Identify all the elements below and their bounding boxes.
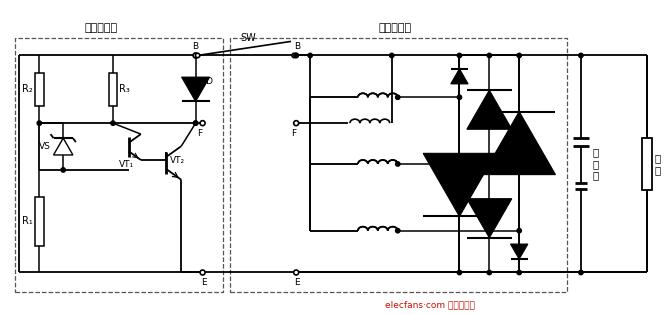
Circle shape bbox=[390, 53, 394, 58]
Polygon shape bbox=[511, 244, 528, 259]
Circle shape bbox=[579, 270, 583, 275]
Circle shape bbox=[487, 162, 491, 166]
Circle shape bbox=[194, 121, 198, 125]
Text: VT₂: VT₂ bbox=[170, 157, 185, 165]
Text: elecfans·com 电子发烧友: elecfans·com 电子发烧友 bbox=[384, 300, 474, 309]
Circle shape bbox=[294, 270, 298, 275]
Polygon shape bbox=[54, 138, 73, 155]
Circle shape bbox=[200, 121, 205, 126]
Circle shape bbox=[517, 270, 521, 275]
Circle shape bbox=[396, 228, 400, 233]
Bar bbox=[35, 197, 44, 246]
Bar bbox=[108, 73, 118, 106]
Circle shape bbox=[487, 53, 491, 58]
Polygon shape bbox=[181, 77, 210, 101]
Circle shape bbox=[457, 95, 462, 100]
Polygon shape bbox=[423, 153, 496, 216]
Text: F: F bbox=[292, 129, 297, 138]
Circle shape bbox=[457, 53, 462, 58]
Polygon shape bbox=[467, 90, 512, 129]
Circle shape bbox=[294, 121, 298, 126]
Text: 电子调节器: 电子调节器 bbox=[85, 23, 118, 32]
Circle shape bbox=[294, 53, 298, 58]
Circle shape bbox=[193, 53, 198, 58]
Text: E: E bbox=[294, 278, 300, 287]
Polygon shape bbox=[483, 112, 556, 175]
Text: VS: VS bbox=[40, 142, 51, 151]
Circle shape bbox=[294, 53, 298, 58]
Text: 蓄
电
池: 蓄 电 池 bbox=[593, 147, 599, 180]
Text: 负
载: 负 载 bbox=[655, 153, 661, 175]
Circle shape bbox=[396, 95, 400, 100]
Text: VT₁: VT₁ bbox=[120, 160, 134, 169]
Text: E: E bbox=[201, 278, 206, 287]
Circle shape bbox=[396, 162, 400, 166]
Text: VD: VD bbox=[201, 77, 214, 86]
Circle shape bbox=[292, 53, 296, 58]
Text: B: B bbox=[193, 42, 199, 51]
Circle shape bbox=[517, 228, 521, 233]
Circle shape bbox=[111, 121, 115, 125]
Circle shape bbox=[194, 121, 198, 125]
Text: F: F bbox=[197, 129, 202, 138]
Circle shape bbox=[37, 121, 42, 125]
Circle shape bbox=[308, 53, 312, 58]
Text: R₁: R₁ bbox=[22, 216, 33, 226]
Text: R₂: R₂ bbox=[22, 84, 33, 94]
Circle shape bbox=[194, 53, 198, 58]
Bar bbox=[642, 138, 652, 190]
Text: B: B bbox=[294, 42, 300, 51]
Circle shape bbox=[517, 53, 521, 58]
Polygon shape bbox=[451, 69, 468, 84]
Text: SW: SW bbox=[240, 32, 256, 43]
Circle shape bbox=[457, 270, 462, 275]
Circle shape bbox=[579, 53, 583, 58]
Text: 交流发电机: 交流发电机 bbox=[378, 23, 411, 32]
Circle shape bbox=[196, 53, 200, 58]
Text: R₃: R₃ bbox=[120, 84, 130, 94]
Circle shape bbox=[487, 270, 491, 275]
Circle shape bbox=[61, 168, 65, 172]
Circle shape bbox=[200, 270, 205, 275]
Bar bbox=[35, 73, 44, 106]
Polygon shape bbox=[467, 199, 512, 238]
